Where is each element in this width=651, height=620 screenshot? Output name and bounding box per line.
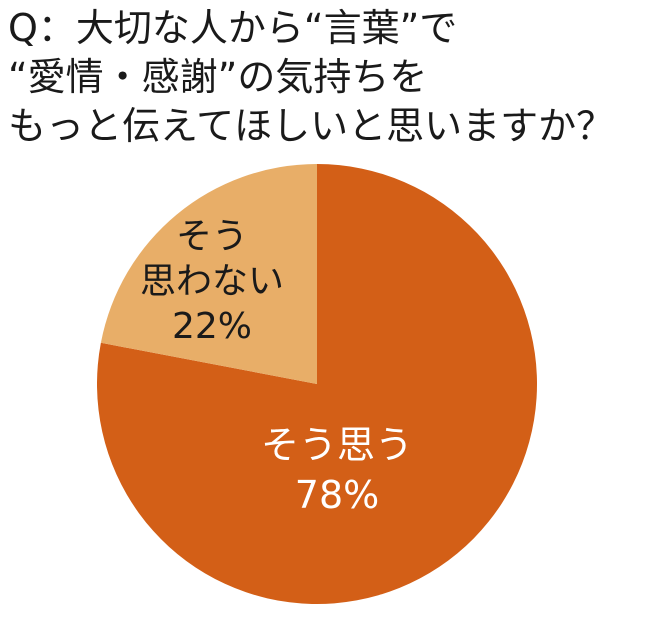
- title-line-1: Q：大切な人から“言葉”で: [8, 6, 458, 50]
- slice-label-0: そう思う 78%: [261, 423, 413, 517]
- pie-slice-1: [100, 164, 318, 384]
- title-line-2: “愛情・感謝”の気持ちを: [8, 55, 428, 99]
- chart-title: Q：大切な人から“言葉”で “愛情・感謝”の気持ちを もっと伝えてほしいと思いま…: [8, 4, 648, 151]
- slice-label-0-line-1: 78%: [295, 473, 379, 517]
- slice-label-1-line-2: 22%: [172, 306, 252, 347]
- slice-label-1-line-1: 思わない: [140, 261, 284, 302]
- pie-slice-0: [97, 164, 538, 604]
- slice-label-0-line-0: そう思う: [261, 423, 413, 467]
- slice-label-1: そう思わない 22%: [140, 216, 284, 347]
- slice-label-1-line-0: そう: [176, 216, 248, 257]
- title-line-3: もっと伝えてほしいと思いますか？: [8, 104, 615, 148]
